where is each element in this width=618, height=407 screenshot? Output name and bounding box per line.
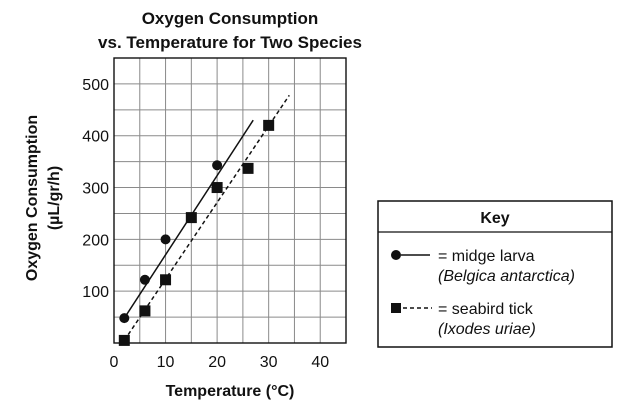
legend-tick-label: = seabird tick	[438, 301, 534, 318]
y-tick-label: 400	[82, 129, 109, 146]
midge-data-point	[139, 274, 150, 285]
legend-midge-species: (Belgica antarctica)	[438, 268, 575, 285]
y-tick-label: 300	[82, 181, 109, 198]
legend-midge-label: = midge larva	[438, 248, 535, 265]
x-tick-label: 10	[157, 354, 175, 371]
x-axis-title: Temperature (°C)	[166, 383, 295, 400]
y-tick-label: 100	[82, 284, 109, 301]
legend-tick-species: (Ixodes uriae)	[438, 321, 536, 338]
grid	[113, 57, 347, 344]
data-points	[118, 119, 275, 346]
midge-data-point	[119, 313, 130, 324]
legend-box	[377, 200, 613, 348]
tick-data-point	[139, 305, 151, 317]
tick-data-point	[185, 212, 197, 224]
y-axis-title-line-1: Oxygen Consumption	[24, 115, 41, 281]
tick-labels: 0 10 20 30 40 100 200 300 400 500	[82, 77, 329, 371]
midge-data-point	[212, 160, 223, 171]
tick-data-point	[263, 119, 275, 131]
tick-data-point	[211, 182, 223, 194]
tick-data-point	[118, 334, 130, 346]
x-tick-label: 20	[208, 354, 226, 371]
plot-frame	[113, 57, 347, 344]
legend-tick-marker	[391, 303, 401, 313]
midge-data-point	[160, 234, 171, 245]
chart-title-line-1: Oxygen Consumption	[142, 9, 319, 28]
y-tick-label: 200	[82, 232, 109, 249]
chart-title-line-2: vs. Temperature for Two Species	[98, 33, 362, 52]
y-axis-title-line-2: (µL/gr/h)	[46, 166, 63, 230]
tick-data-point	[242, 162, 254, 174]
legend: Key = midge larva (Belgica antarctica) =…	[377, 200, 613, 348]
x-tick-label: 0	[110, 354, 119, 371]
legend-midge-marker	[391, 250, 401, 260]
x-tick-label: 40	[311, 354, 329, 371]
tick-data-point	[160, 274, 172, 286]
tick-trend-line	[123, 94, 290, 341]
y-tick-label: 500	[82, 77, 109, 94]
trend-lines	[123, 94, 290, 341]
x-tick-label: 30	[260, 354, 278, 371]
legend-title: Key	[480, 210, 509, 227]
